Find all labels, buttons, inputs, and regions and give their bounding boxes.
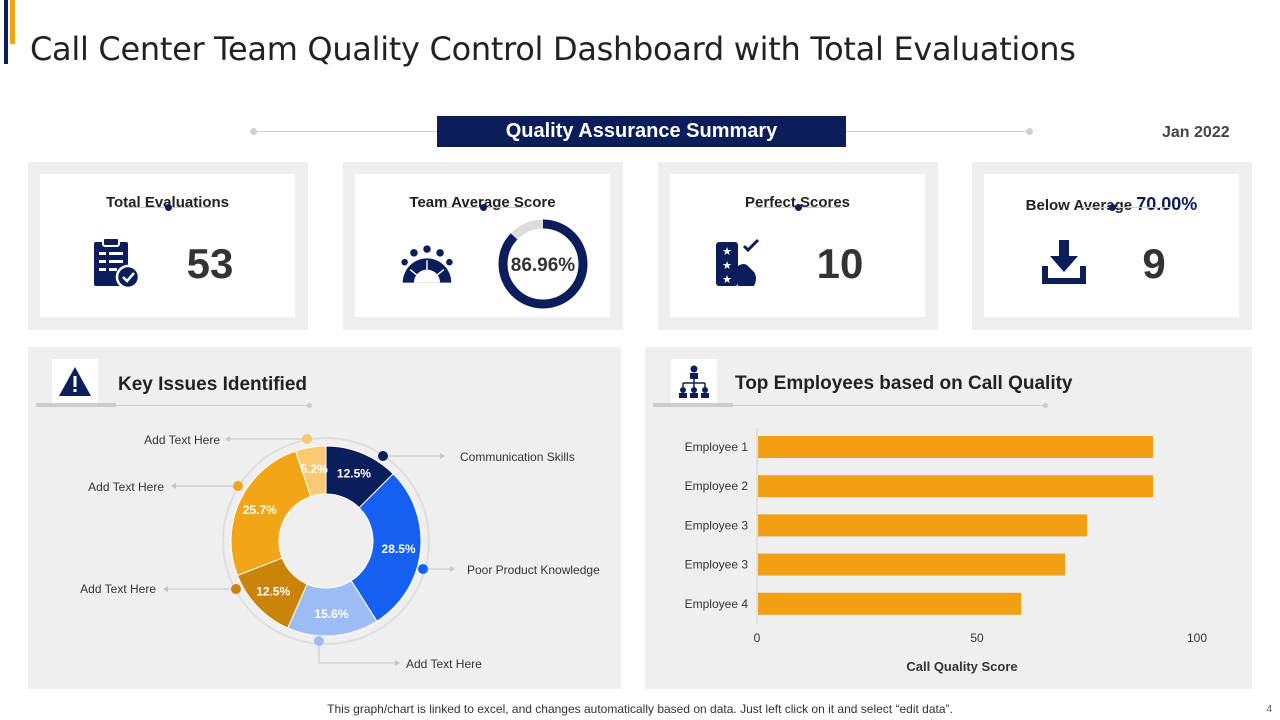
kpi-value: 9 [1142,240,1166,287]
panel-rule-dot [1043,403,1048,408]
x-tick-label: 100 [1187,631,1207,645]
title-accent-gold [10,0,15,44]
panel-rule-dot [307,403,312,408]
kpi-dot [1109,204,1116,211]
org-chart-icon [679,365,709,398]
clipboard-check-icon [94,237,141,290]
employee-bar [758,436,1153,458]
callout-label: Add Text Here [406,657,482,671]
kpi-dot [165,204,172,211]
bar-category-label: Employee 3 [685,558,749,572]
banner-dot-left [250,128,257,135]
bar-category-label: Employee 4 [685,597,749,611]
callout-arrow [171,483,176,489]
footer-note: This graph/chart is linked to excel, and… [327,702,953,716]
callout-label: Add Text Here [80,582,156,596]
callout-label: Add Text Here [144,433,220,447]
callout-arrow [225,436,230,442]
employee-bar [758,475,1153,498]
donut-slice [230,450,312,577]
employee-bar [758,592,1021,615]
kpi-label: Perfect Scores [744,194,851,211]
page-title: Call Center Team Quality Control Dashboa… [30,30,1076,68]
donut-slice [350,473,422,622]
summary-banner: Quality Assurance Summary [437,116,846,147]
employee-bar [758,514,1087,537]
svg-text:★: ★ [722,274,732,286]
x-axis-title: Call Quality Score [906,659,1017,674]
callout-dot [314,636,324,646]
top-employees-title: Top Employees based on Call Quality [735,373,1073,394]
panel-rule-accent [653,403,733,407]
panel-rule [116,405,308,406]
donut-slice [294,445,327,498]
donut-data-label: 28.5% [382,542,416,556]
kpi-dot [480,204,487,211]
gauge-fill [498,219,588,309]
donut-outer-ring [222,437,430,645]
kpi-card-below-average: Below Average 70.00% 9 [972,162,1252,330]
donut-data-label: 15.6% [314,607,348,621]
callout-arrow [163,586,168,592]
gauge-value: 86.96% [511,255,576,276]
callout-arrow [440,453,445,459]
kpi-card-inner: Perfect Scores ★ ★ ★ 10 [670,174,925,317]
key-issues-title: Key Issues Identified [118,374,308,395]
kpi-value: 53 [186,240,234,287]
bar-category-label: Employee 3 [685,518,749,532]
panel-icon-box [671,359,717,405]
star-rating-icon: ★ ★ ★ [716,238,760,286]
kpi-card-team-average: Team Average Score 86.96% [343,162,623,330]
warning-triangle-icon [59,367,91,396]
callout-label: Communication Skills [460,450,575,464]
donut-data-label: 25.7% [243,503,277,517]
employee-bar [758,553,1065,576]
bar-category-label: Employee 1 [685,440,749,454]
callout-dot [233,481,243,491]
download-tray-icon [1042,240,1086,284]
callout-dot [418,564,428,574]
kpi-underline [1082,207,1170,208]
banner-line-right [846,131,1030,132]
kpi-label-text: Below Average [1025,197,1133,214]
banner-line-left [256,131,437,132]
kpi-card-inner: Team Average Score 86.96% [355,174,610,317]
callout-arrow [395,660,400,666]
donut-data-label: 12.5% [337,467,371,481]
kpi-highlight: 70.00% [1136,194,1198,214]
panel-rule [733,405,1045,406]
kpi-value: 10 [816,240,864,287]
callout-dot [378,451,388,461]
kpi-label: Team Average Score [409,194,556,211]
kpi-card-perfect-scores: Perfect Scores ★ ★ ★ 10 [658,162,938,330]
panel-icon-box [52,359,98,405]
kpi-card-total-evaluations: Total Evaluations 53 [28,162,308,330]
team-meeting-icon [401,245,453,283]
x-tick-label: 0 [754,631,761,645]
title-accent-navy [4,0,8,64]
callout-label: Add Text Here [88,480,164,494]
team-average-gauge: 86.96% [498,219,588,309]
kpi-card-inner: Total Evaluations 53 [40,174,295,317]
report-date: Jan 2022 [1162,124,1230,141]
svg-text:★: ★ [722,246,732,258]
x-tick-label: 50 [970,631,984,645]
donut-data-label: 5.2% [300,462,328,476]
kpi-dot [795,204,802,211]
donut-data-label: 12.5% [256,584,290,598]
callout-label: Poor Product Knowledge [467,563,600,577]
svg-text:★: ★ [722,260,732,272]
callout-dot [231,584,241,594]
page-number: 4 [1266,704,1272,715]
kpi-card-inner: Below Average 70.00% 9 [984,174,1239,317]
kpi-label: Total Evaluations [105,194,230,211]
kpi-label: Below Average 70.00% [984,194,1239,215]
callout-arrow [450,566,455,572]
panel-rule-accent [36,403,116,407]
callout-dot [302,434,312,444]
callout-line [318,641,395,664]
banner-dot-right [1026,128,1033,135]
bar-category-label: Employee 2 [685,479,749,493]
